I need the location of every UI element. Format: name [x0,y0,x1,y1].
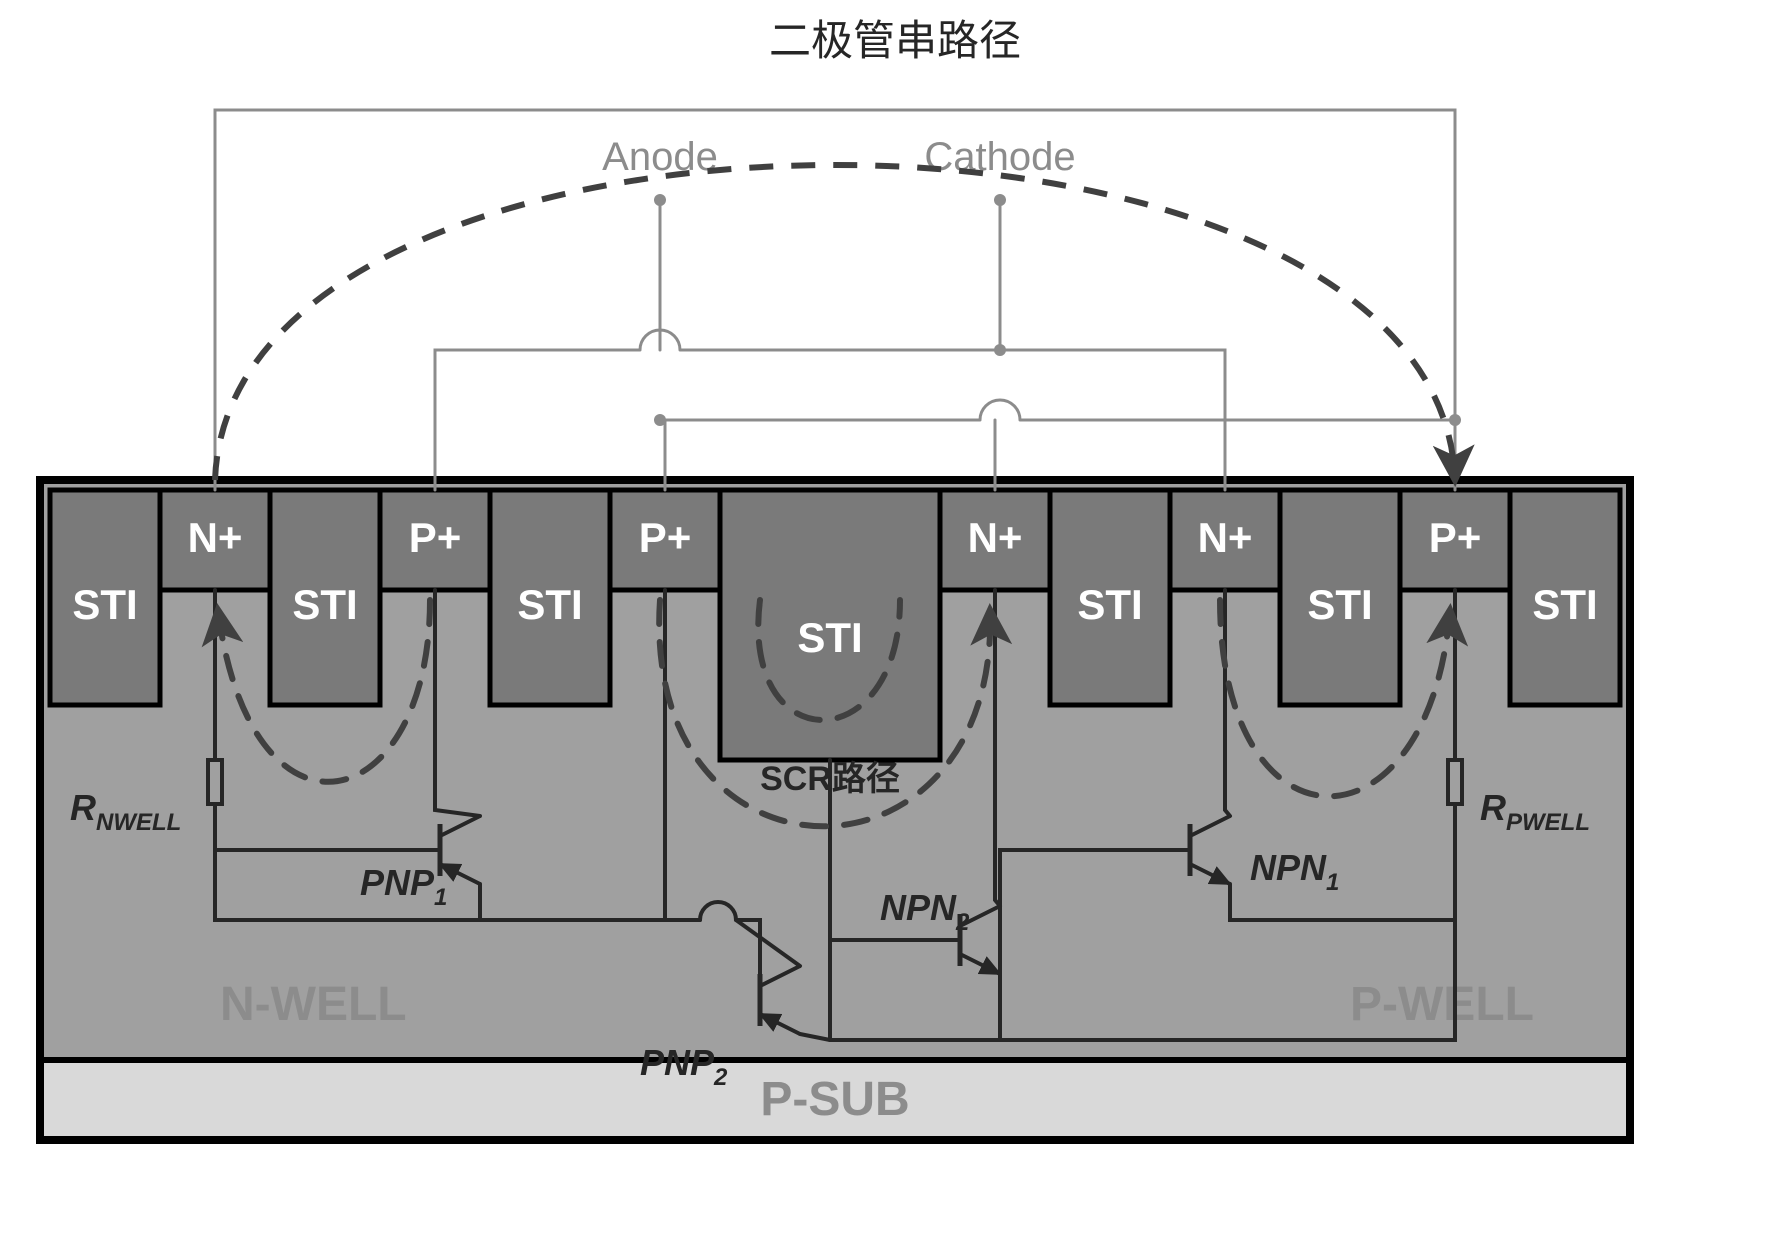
region-label-sti1: STI [72,581,137,628]
cathode-label: Cathode [924,135,1075,179]
region-label-sti7: STI [1532,581,1597,628]
title: 二极管串路径 [769,17,1021,64]
region-label-sti6: STI [1307,581,1372,628]
region-label-sti4: STI [797,614,862,661]
pwell-label: P-WELL [1350,978,1534,1031]
region-label-np2: N+ [968,514,1023,561]
nwell-label: N-WELL [220,978,407,1031]
region-label-np3: N+ [1198,514,1253,561]
diode-string-arc [215,165,1455,480]
region-label-sti3: STI [517,581,582,628]
region-label-np1: N+ [188,514,243,561]
railA-left [435,350,640,490]
region-label-pp3: P+ [1429,514,1482,561]
region-label-pp1: P+ [409,514,462,561]
psub-label: P-SUB [760,1073,909,1126]
region-label-pp2: P+ [639,514,692,561]
region-label-sti2: STI [292,581,357,628]
region-label-sti5: STI [1077,581,1142,628]
anode-label: Anode [602,135,718,179]
